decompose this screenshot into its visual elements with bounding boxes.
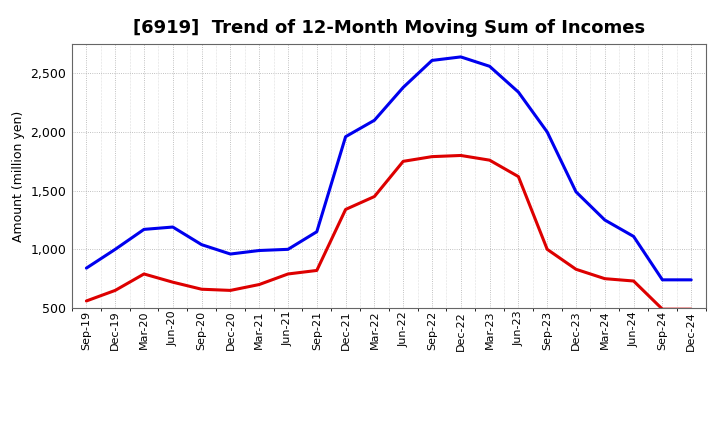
Ordinary Income bbox=[82, 265, 91, 271]
Ordinary Income bbox=[284, 247, 292, 252]
Ordinary Income bbox=[600, 217, 609, 223]
Ordinary Income bbox=[341, 134, 350, 139]
Ordinary Income bbox=[370, 117, 379, 123]
Net Income bbox=[255, 282, 264, 287]
Net Income bbox=[284, 271, 292, 277]
Ordinary Income bbox=[543, 129, 552, 135]
Net Income bbox=[687, 307, 696, 312]
Ordinary Income bbox=[140, 227, 148, 232]
Ordinary Income bbox=[456, 54, 465, 59]
Net Income bbox=[82, 298, 91, 304]
Line: Net Income: Net Income bbox=[86, 155, 691, 309]
Net Income bbox=[168, 279, 177, 285]
Net Income bbox=[658, 307, 667, 312]
Ordinary Income bbox=[485, 64, 494, 69]
Net Income bbox=[226, 288, 235, 293]
Net Income bbox=[312, 268, 321, 273]
Line: Ordinary Income: Ordinary Income bbox=[86, 57, 691, 280]
Ordinary Income bbox=[226, 251, 235, 257]
Ordinary Income bbox=[514, 89, 523, 95]
Title: [6919]  Trend of 12-Month Moving Sum of Incomes: [6919] Trend of 12-Month Moving Sum of I… bbox=[132, 19, 645, 37]
Ordinary Income bbox=[312, 229, 321, 235]
Net Income bbox=[197, 286, 206, 292]
Net Income bbox=[399, 159, 408, 164]
Ordinary Income bbox=[399, 85, 408, 90]
Ordinary Income bbox=[168, 224, 177, 230]
Ordinary Income bbox=[428, 58, 436, 63]
Ordinary Income bbox=[111, 247, 120, 252]
Net Income bbox=[111, 288, 120, 293]
Net Income bbox=[600, 276, 609, 281]
Ordinary Income bbox=[687, 277, 696, 282]
Net Income bbox=[629, 279, 638, 284]
Net Income bbox=[140, 271, 148, 277]
Ordinary Income bbox=[255, 248, 264, 253]
Ordinary Income bbox=[658, 277, 667, 282]
Net Income bbox=[428, 154, 436, 159]
Net Income bbox=[543, 247, 552, 252]
Net Income bbox=[370, 194, 379, 199]
Ordinary Income bbox=[572, 189, 580, 194]
Ordinary Income bbox=[629, 234, 638, 239]
Net Income bbox=[456, 153, 465, 158]
Y-axis label: Amount (million yen): Amount (million yen) bbox=[12, 110, 25, 242]
Net Income bbox=[485, 158, 494, 163]
Net Income bbox=[341, 207, 350, 212]
Net Income bbox=[572, 267, 580, 272]
Net Income bbox=[514, 174, 523, 179]
Ordinary Income bbox=[197, 242, 206, 247]
